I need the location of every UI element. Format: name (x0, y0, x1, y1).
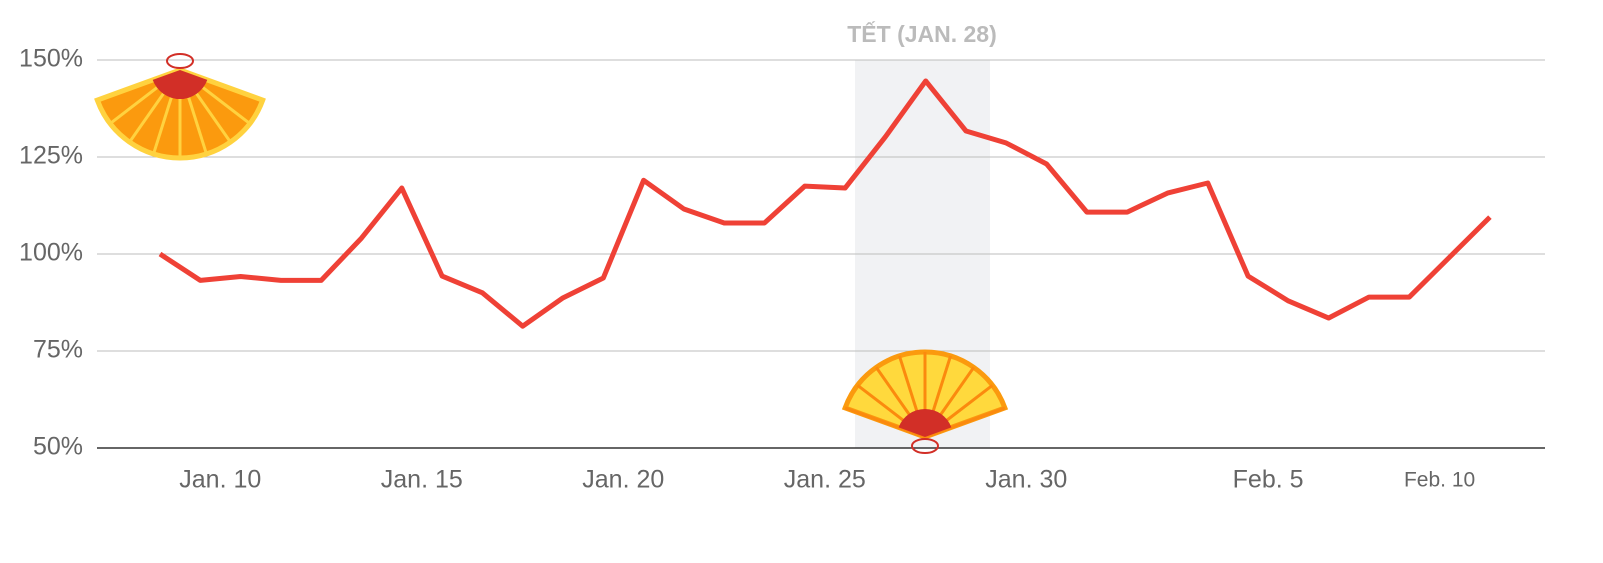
decorations (94, 53, 1009, 454)
annotation: TẾT (JAN. 28) (847, 20, 997, 47)
x-tick-label: Feb. 10 (1404, 469, 1475, 492)
fan-handle (898, 408, 952, 437)
y-tick-label: 50% (33, 433, 83, 461)
y-tick-label: 100% (19, 239, 83, 267)
grid (97, 59, 1545, 449)
line (158, 78, 1492, 329)
x-tick-label: Jan. 30 (985, 466, 1067, 494)
x-tick-label: Jan. 15 (381, 466, 463, 494)
fan-rib (844, 406, 926, 439)
x-tick-label: Jan. 25 (784, 466, 866, 494)
y-tick-label: 150% (19, 45, 83, 73)
y-tick-label: 125% (19, 142, 83, 170)
x-tick-label: Feb. 5 (1233, 466, 1304, 494)
x-tick-label: Jan. 10 (179, 466, 261, 494)
fan-ring (911, 438, 939, 454)
x-tick-label: Jan. 20 (582, 466, 664, 494)
fan-handle (152, 70, 208, 100)
fan-ring (166, 53, 194, 69)
fan-rib (96, 68, 181, 102)
fan-rib (179, 68, 264, 102)
fan-rib (924, 406, 1006, 439)
y-tick-label: 75% (33, 336, 83, 364)
